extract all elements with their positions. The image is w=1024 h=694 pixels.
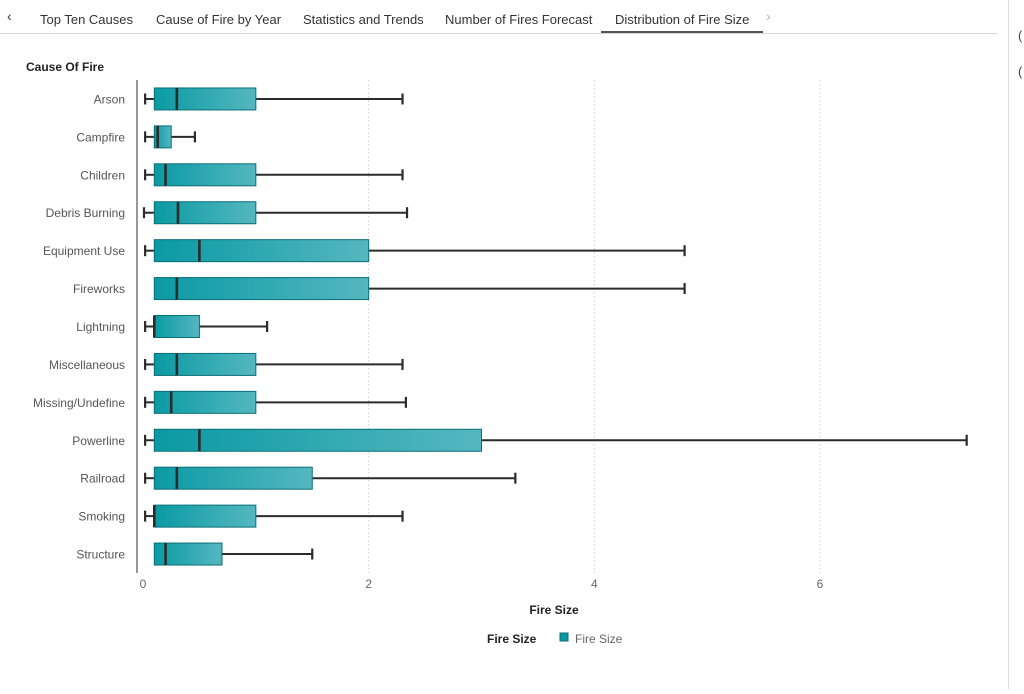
iqr-box [153, 201, 257, 225]
iqr-box [153, 542, 223, 566]
y-tick-label: Smoking [78, 510, 125, 524]
box-plot-item[interactable] [153, 277, 686, 301]
legend-swatch [559, 632, 569, 642]
y-tick-label: Miscellaneous [49, 358, 125, 372]
box-plot-item[interactable] [144, 163, 404, 187]
panel-control-icon[interactable]: ( [1018, 64, 1023, 79]
tab-bar: ‹ Top Ten Causes Cause of Fire by Year S… [0, 0, 997, 34]
y-tick-label: Structure [76, 548, 125, 562]
box-plot-item[interactable] [144, 87, 404, 111]
x-tick-label: 6 [817, 577, 824, 591]
y-tick-label: Railroad [80, 472, 125, 486]
x-tick-label: 4 [591, 577, 598, 591]
y-tick-label: Fireworks [73, 282, 125, 296]
iqr-box [153, 428, 483, 452]
iqr-box [153, 466, 313, 490]
iqr-box [153, 352, 257, 376]
box-plot-item[interactable] [144, 352, 404, 376]
iqr-box [153, 163, 257, 187]
y-tick-label: Campfire [76, 130, 125, 144]
legend: Fire Size Fire Size [487, 632, 623, 646]
tab-cause-of-fire-by-year[interactable]: Cause of Fire by Year [156, 12, 282, 27]
y-tick-label: Children [80, 168, 125, 182]
legend-entry-fire-size: Fire Size [575, 632, 623, 646]
chevron-left-icon[interactable]: ‹ [7, 8, 12, 24]
iqr-box [153, 390, 257, 414]
tab-statistics-and-trends[interactable]: Statistics and Trends [303, 12, 424, 27]
box-plot-item[interactable] [144, 315, 269, 338]
box-plot-item[interactable] [142, 201, 409, 225]
y-tick-label: Lightning [76, 320, 125, 334]
y-tick-label: Arson [94, 92, 125, 106]
tab-top-ten-causes[interactable]: Top Ten Causes [40, 12, 133, 27]
x-axis-title: Fire Size [529, 603, 579, 617]
box-plot-item[interactable] [144, 390, 408, 414]
tab-distribution-of-fire-size[interactable]: Distribution of Fire Size [600, 12, 764, 33]
iqr-box [153, 504, 257, 528]
y-tick-label: Powerline [72, 434, 125, 448]
y-axis-title: Cause Of Fire [26, 60, 104, 74]
y-tick-label: Missing/Undefine [33, 396, 125, 410]
box-plot-item[interactable] [144, 504, 404, 528]
panel-control-icon[interactable]: ( [1018, 28, 1023, 43]
grid-lines [368, 80, 821, 573]
box-plot-chart: Cause Of Fire 0 2 4 6 Arson Campfire Children D… [0, 40, 1000, 689]
box-plot-item[interactable] [144, 239, 686, 263]
boxes [142, 87, 968, 566]
chart-svg: Cause Of Fire 0 2 4 6 Arson Campfire Children D… [26, 60, 968, 646]
y-tick-label: Equipment Use [43, 244, 125, 258]
x-tick-label: 0 [140, 577, 147, 591]
panel-divider [1008, 0, 1009, 689]
axes: 0 2 4 6 Arson Campfire Children Debris Burning E… [33, 80, 824, 591]
box-plot-item[interactable] [153, 542, 314, 566]
chevron-right-icon[interactable]: › [766, 8, 771, 24]
iqr-box [153, 277, 370, 301]
box-plot-item[interactable] [144, 466, 517, 490]
iqr-box [153, 87, 257, 111]
x-tick-label: 2 [365, 577, 372, 591]
y-tick-label: Debris Burning [46, 206, 125, 220]
legend-title: Fire Size [487, 632, 537, 646]
box-plot-item[interactable] [144, 125, 197, 149]
box-plot-item[interactable] [144, 428, 968, 452]
iqr-box [153, 315, 200, 338]
tab-number-of-fires-forecast[interactable]: Number of Fires Forecast [445, 12, 593, 27]
iqr-box [153, 239, 370, 263]
